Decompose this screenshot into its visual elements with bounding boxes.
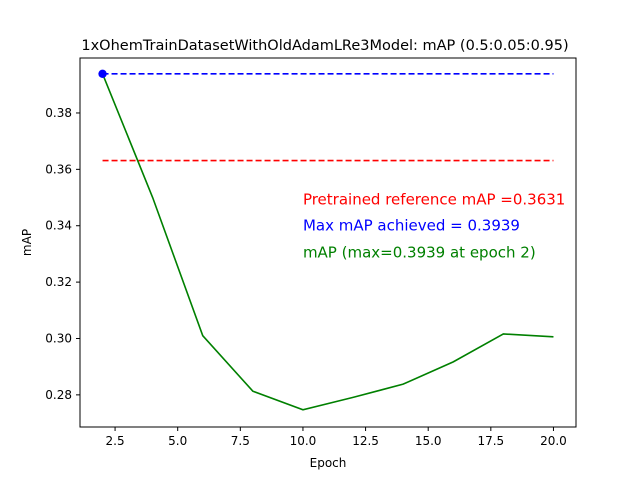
y-tick-label: 0.28 [45, 388, 72, 402]
plot-area [98, 69, 554, 411]
x-axis: 2.5 5.0 7.5 10.0 12.5 15.0 17.5 20.0 [106, 427, 567, 448]
x-tick-label: 12.5 [352, 434, 379, 448]
plot-frame [79, 57, 577, 428]
y-tick-label: 0.34 [45, 219, 72, 233]
x-tick-label: 7.5 [231, 434, 250, 448]
y-axis: 0.28 0.30 0.32 0.34 0.36 0.38 [45, 106, 80, 402]
x-tick-label: 2.5 [106, 434, 125, 448]
y-tick-label: 0.30 [45, 331, 72, 345]
x-tick-label: 5.0 [168, 434, 187, 448]
x-tick-label: 10.0 [290, 434, 317, 448]
annotations: Pretrained reference mAP =0.3631 Max mAP … [303, 191, 565, 262]
y-tick-label: 0.36 [45, 162, 72, 176]
x-axis-label: Epoch [310, 456, 347, 470]
annotation-text-0: Pretrained reference mAP =0.3631 [303, 191, 565, 209]
series-line-0 [101, 73, 554, 411]
y-tick-label: 0.32 [45, 275, 72, 289]
y-axis-label: mAP [20, 229, 34, 256]
annotation-text-1: Max mAP achieved = 0.3939 [303, 217, 520, 235]
annotation-text-2: mAP (max=0.3939 at epoch 2) [303, 244, 536, 262]
chart-title: 1xOhemTrainDatasetWithOldAdamLRe3Model: … [81, 38, 568, 54]
max-point-marker [98, 69, 107, 78]
x-tick-label: 17.5 [477, 434, 504, 448]
y-tick-label: 0.38 [45, 106, 72, 120]
x-tick-label: 15.0 [415, 434, 442, 448]
x-tick-label: 20.0 [540, 434, 567, 448]
